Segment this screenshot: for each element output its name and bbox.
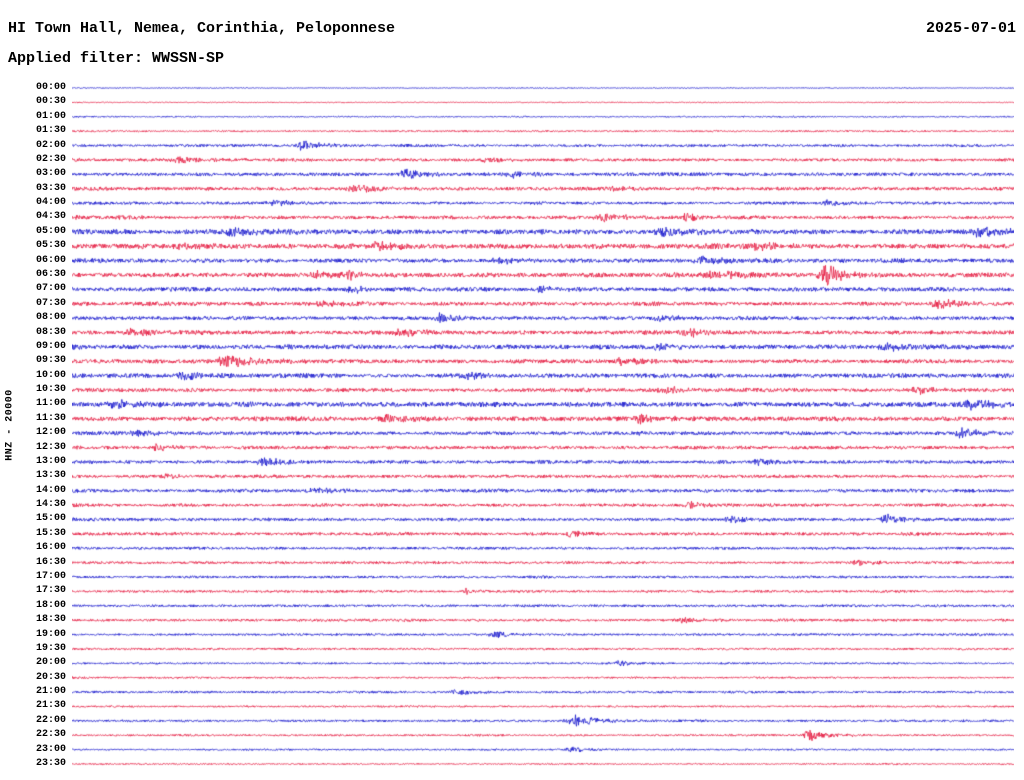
time-label: 11:30: [35, 412, 66, 424]
time-label: 22:00: [35, 714, 66, 726]
time-label: 20:00: [35, 657, 66, 669]
time-label: 22:30: [35, 729, 66, 741]
time-label: 08:00: [35, 312, 66, 324]
time-label: 00:30: [35, 96, 66, 108]
time-label: 09:30: [35, 355, 66, 367]
time-label: 03:00: [35, 168, 66, 180]
time-label: 23:00: [35, 743, 66, 755]
time-label: 21:00: [35, 686, 66, 698]
time-label: 18:30: [35, 614, 66, 626]
time-label: 04:00: [35, 197, 66, 209]
time-label: 15:00: [35, 513, 66, 525]
time-label: 19:00: [35, 628, 66, 640]
time-label: 10:30: [35, 384, 66, 396]
time-label: 14:30: [35, 499, 66, 511]
time-label: 12:30: [35, 441, 66, 453]
filter-label: Applied filter: WWSSN-SP: [8, 50, 225, 67]
time-label: 07:00: [35, 283, 66, 295]
time-label: 07:30: [35, 297, 66, 309]
time-label: 02:30: [35, 153, 66, 165]
time-label: 12:00: [35, 427, 66, 439]
time-label: 11:00: [35, 398, 66, 410]
time-label: 09:00: [35, 340, 66, 352]
time-label: 23:30: [35, 758, 66, 769]
time-label: 20:30: [35, 671, 66, 683]
time-label: 01:30: [35, 125, 66, 137]
time-label: 08:30: [35, 326, 66, 338]
time-label: 16:00: [35, 542, 66, 554]
time-label: 17:30: [35, 585, 66, 597]
time-label: 10:00: [35, 369, 66, 381]
time-label: 14:00: [35, 484, 66, 496]
time-label: 05:00: [35, 225, 66, 237]
time-label: 03:30: [35, 182, 66, 194]
time-label: 06:30: [35, 268, 66, 280]
date-label: 2025-07-01: [925, 20, 1016, 37]
time-axis: 00:00 00:30 01:00 01:30 02:00 02:30 03:00 03:30…: [0, 0, 68, 780]
time-label: 13:30: [35, 470, 66, 482]
time-label: 19:30: [35, 642, 66, 654]
helicorder-canvas: [72, 80, 1014, 772]
time-label: 02:00: [35, 139, 66, 151]
time-label: 21:30: [35, 700, 66, 712]
time-label: 00:00: [35, 82, 66, 93]
time-label: 06:00: [35, 254, 66, 266]
station-title: HI Town Hall, Nemea, Corinthia, Peloponn…: [8, 20, 396, 37]
time-label: 05:30: [35, 240, 66, 252]
time-label: 18:00: [35, 599, 66, 611]
time-label: 04:30: [35, 211, 66, 223]
time-label: 01:00: [35, 110, 66, 122]
time-label: 15:30: [35, 527, 66, 539]
time-label: 16:30: [35, 556, 66, 568]
time-label: 13:00: [35, 455, 66, 467]
time-label: 17:00: [35, 571, 66, 583]
